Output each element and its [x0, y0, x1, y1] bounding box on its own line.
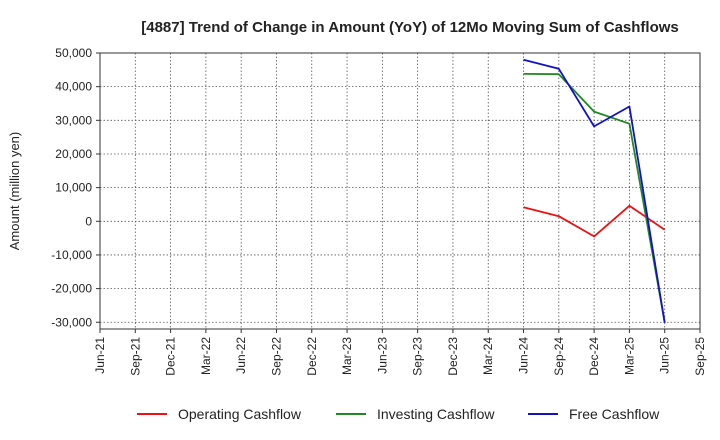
series-line-operating-cashflow — [523, 204, 666, 238]
x-tick-label: Mar-22 — [199, 337, 213, 375]
legend-label-free-cashflow: Free Cashflow — [569, 406, 660, 422]
y-tick-label: 0 — [85, 214, 92, 228]
x-tick-label: Sep-25 — [693, 337, 707, 376]
x-tick-label: Dec-22 — [305, 337, 319, 376]
x-tick-label: Mar-23 — [340, 337, 354, 375]
x-tick-label: Jun-24 — [517, 337, 531, 374]
x-tick-label: Mar-24 — [481, 337, 495, 375]
x-tick-label: Sep-24 — [552, 337, 566, 376]
series-lines — [523, 58, 666, 324]
y-tick-label: 10,000 — [55, 181, 92, 195]
x-tick-label: Dec-21 — [164, 337, 178, 376]
y-tick-label: -10,000 — [51, 248, 92, 262]
plot-frame — [99, 52, 701, 330]
x-tick-label: Jun-21 — [93, 337, 107, 374]
chart-title: [4887] Trend of Change in Amount (YoY) o… — [141, 19, 679, 36]
x-tick-label: Dec-23 — [446, 337, 460, 376]
series-line-free-cashflow — [523, 58, 666, 324]
x-tick-label: Jun-23 — [375, 337, 389, 374]
x-tick-label: Jun-25 — [658, 337, 672, 374]
legend-label-investing-cashflow: Investing Cashflow — [377, 406, 495, 422]
y-tick-label: 30,000 — [55, 113, 92, 127]
y-tick-label: 40,000 — [55, 80, 92, 94]
x-axis-ticks: Jun-21 Sep-21 Dec-21 Mar-22 Jun-22 Sep-22 Dec-… — [93, 329, 707, 376]
y-tick-label: -20,000 — [51, 282, 92, 296]
grid — [99, 52, 701, 329]
x-tick-label: Dec-24 — [587, 337, 601, 376]
y-tick-label: 50,000 — [55, 46, 92, 60]
legend-label-operating-cashflow: Operating Cashflow — [178, 406, 302, 422]
y-axis-label: Amount (million yen) — [7, 132, 22, 251]
legend: Operating Cashflow Investing Cashflow Free… — [137, 406, 660, 422]
x-tick-label: Sep-22 — [269, 337, 283, 376]
series-line-investing-cashflow — [523, 73, 666, 323]
x-tick-label: Sep-23 — [411, 337, 425, 376]
x-tick-label: Mar-25 — [622, 337, 636, 375]
x-tick-label: Sep-21 — [128, 337, 142, 376]
x-tick-label: Jun-22 — [234, 337, 248, 374]
y-axis-ticks: -30,000 -20,000 -10,000 0 10,000 20,000 30,000… — [51, 46, 100, 329]
y-tick-label: 20,000 — [55, 147, 92, 161]
y-tick-label: -30,000 — [51, 315, 92, 329]
